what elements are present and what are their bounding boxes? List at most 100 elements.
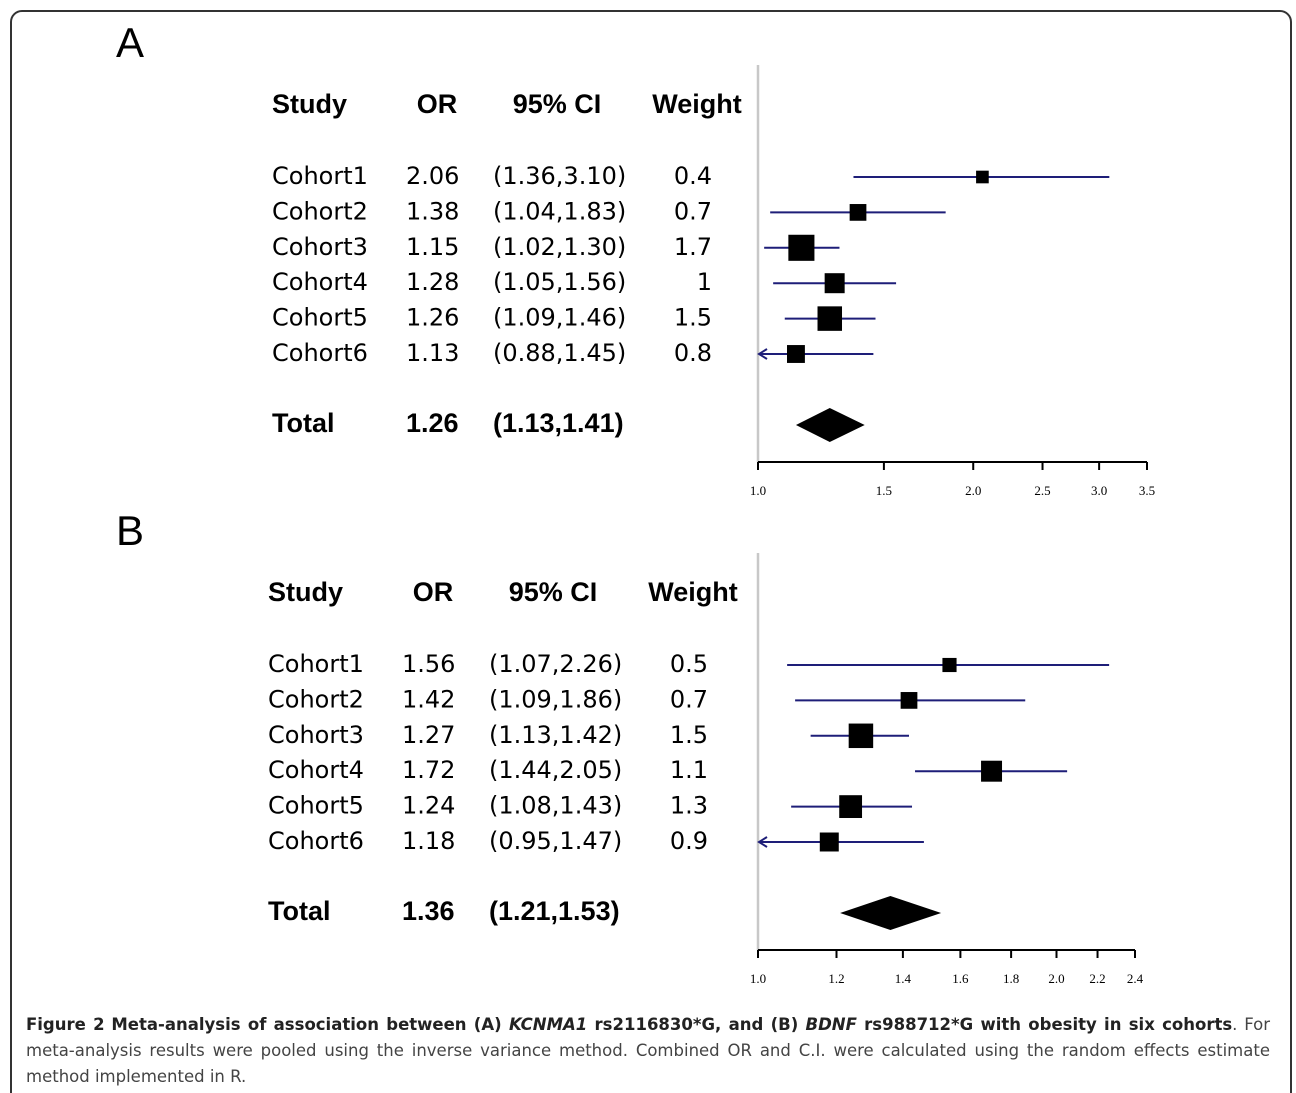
row-study: Cohort5 <box>272 304 368 332</box>
ci-arrow <box>757 348 768 360</box>
row-weight: 0.5 <box>670 650 708 678</box>
x-tick-label: 3.5 <box>1139 483 1155 498</box>
row-or: 1.27 <box>402 721 455 749</box>
row-study: Cohort1 <box>268 650 364 678</box>
column-header: OR <box>413 577 454 607</box>
or-marker <box>824 273 845 294</box>
row-weight: 0.7 <box>674 197 712 225</box>
or-marker <box>839 795 863 819</box>
row-or: 1.72 <box>402 756 455 784</box>
or-marker <box>848 723 874 749</box>
row-study: Cohort2 <box>268 685 364 713</box>
or-marker <box>976 170 989 184</box>
row-or: 2.06 <box>406 162 459 190</box>
row-weight: 1.7 <box>674 233 712 261</box>
plot-area <box>758 176 1110 355</box>
row-or: 1.42 <box>402 685 455 713</box>
forest-panel: B Study OR 95% CI Weight 1.0 1.2 1.4 1.6 1.8 2.0 2.… <box>116 507 1144 986</box>
row-ci: (1.13,1.42) <box>489 721 622 749</box>
total-or: 1.26 <box>406 408 459 438</box>
or-marker <box>817 306 843 331</box>
row-or: 1.24 <box>402 792 455 820</box>
caption-title-part: rs988712*G with obesity in six cohorts <box>856 1015 1233 1034</box>
caption-title-part: BDNF <box>805 1015 857 1034</box>
figure-caption: Figure 2 Meta-analysis of association be… <box>26 1012 1270 1090</box>
row-or: 1.38 <box>406 197 459 225</box>
x-tick-label: 1.4 <box>895 971 912 986</box>
row-or: 1.28 <box>406 268 459 296</box>
or-marker <box>942 657 957 673</box>
figure-frame <box>10 10 1292 1093</box>
plot-area <box>758 664 1110 843</box>
or-marker <box>788 234 815 261</box>
x-tick-label: 1.8 <box>1003 971 1019 986</box>
or-marker <box>849 204 867 221</box>
or-marker <box>819 832 839 852</box>
row-study: Cohort6 <box>272 339 368 367</box>
chart: A Study OR 95% CI Weight 1.0 1.5 2.0 2.5 3.0 3.5 Co… <box>116 19 1155 986</box>
column-header: 95% CI <box>509 577 598 607</box>
x-tick-label: 2.4 <box>1127 971 1144 986</box>
column-header: 95% CI <box>513 89 602 119</box>
column-header: OR <box>417 89 458 119</box>
row-or: 1.56 <box>402 650 455 678</box>
row-ci: (1.44,2.05) <box>489 756 622 784</box>
caption-body: . For meta-analysis results were pooled … <box>26 1015 1270 1086</box>
row-ci: (1.04,1.83) <box>493 197 626 225</box>
or-marker <box>787 345 805 363</box>
row-study: Cohort2 <box>272 197 368 225</box>
panel-label: A <box>116 19 144 66</box>
row-weight: 1 <box>697 268 712 296</box>
row-study: Cohort3 <box>268 721 364 749</box>
column-header: Study <box>268 577 343 607</box>
row-weight: 1.1 <box>670 756 708 784</box>
row-or: 1.26 <box>406 304 459 332</box>
total-study: Total <box>268 896 331 926</box>
row-study: Cohort4 <box>268 756 364 784</box>
column-header: Weight <box>652 89 742 119</box>
x-tick-label: 1.5 <box>876 483 892 498</box>
row-ci: (0.88,1.45) <box>493 339 626 367</box>
x-tick-label: 2.0 <box>965 483 981 498</box>
panel-label: B <box>116 507 144 554</box>
or-marker <box>900 692 918 709</box>
x-tick-label: 1.0 <box>750 971 766 986</box>
total-diamond <box>840 896 942 930</box>
row-weight: 0.7 <box>670 685 708 713</box>
caption-title-part: Meta-analysis of association between (A) <box>111 1015 509 1034</box>
x-tick-label: 2.0 <box>1048 971 1064 986</box>
row-weight: 1.3 <box>670 792 708 820</box>
row-weight: 0.4 <box>674 162 712 190</box>
x-tick-label: 3.0 <box>1091 483 1107 498</box>
row-ci: (1.05,1.56) <box>493 268 626 296</box>
row-study: Cohort5 <box>268 792 364 820</box>
forest-panel: A Study OR 95% CI Weight 1.0 1.5 2.0 2.5 3.0 3.5 Co… <box>116 19 1155 498</box>
row-study: Cohort4 <box>272 268 368 296</box>
x-tick-label: 1.6 <box>952 971 969 986</box>
total-study: Total <box>272 408 335 438</box>
x-tick-label: 2.2 <box>1089 971 1105 986</box>
row-study: Cohort3 <box>272 233 368 261</box>
row-or: 1.15 <box>406 233 459 261</box>
ci-arrow <box>757 836 768 848</box>
row-weight: 0.9 <box>670 827 708 855</box>
row-ci: (1.09,1.86) <box>489 685 622 713</box>
row-ci: (0.95,1.47) <box>489 827 622 855</box>
total-ci: (1.13,1.41) <box>493 408 624 438</box>
caption-title-part: KCNMA1 <box>508 1015 588 1034</box>
row-weight: 1.5 <box>674 304 712 332</box>
caption-title-part: rs2116830*G, and (B) <box>587 1015 806 1034</box>
row-ci: (1.09,1.46) <box>493 304 626 332</box>
row-ci: (1.08,1.43) <box>489 792 622 820</box>
x-tick-label: 2.5 <box>1034 483 1050 498</box>
caption-title: Meta-analysis of association between (A)… <box>111 1015 1232 1034</box>
x-tick-label: 1.2 <box>828 971 844 986</box>
row-ci: (1.36,3.10) <box>493 162 626 190</box>
total-diamond <box>795 408 865 442</box>
row-ci: (1.07,2.26) <box>489 650 622 678</box>
row-or: 1.13 <box>406 339 459 367</box>
row-weight: 0.8 <box>674 339 712 367</box>
figure-number: Figure 2 <box>26 1015 105 1034</box>
row-weight: 1.5 <box>670 721 708 749</box>
total-or: 1.36 <box>402 896 455 926</box>
